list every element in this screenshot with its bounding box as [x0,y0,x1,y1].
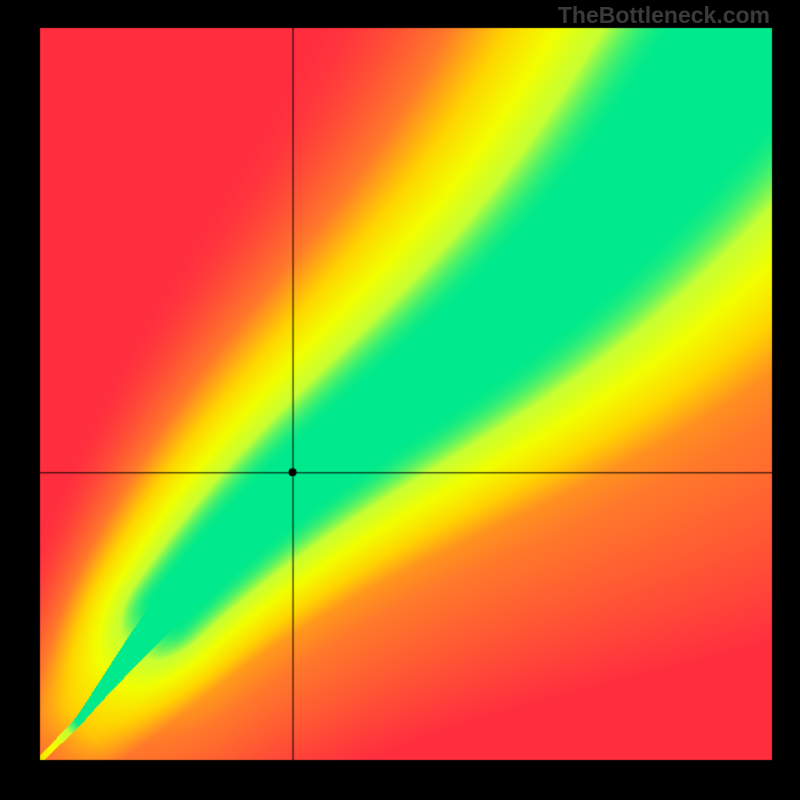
crosshair-overlay [0,0,800,800]
watermark-text: TheBottleneck.com [558,2,770,29]
chart-container: TheBottleneck.com [0,0,800,800]
